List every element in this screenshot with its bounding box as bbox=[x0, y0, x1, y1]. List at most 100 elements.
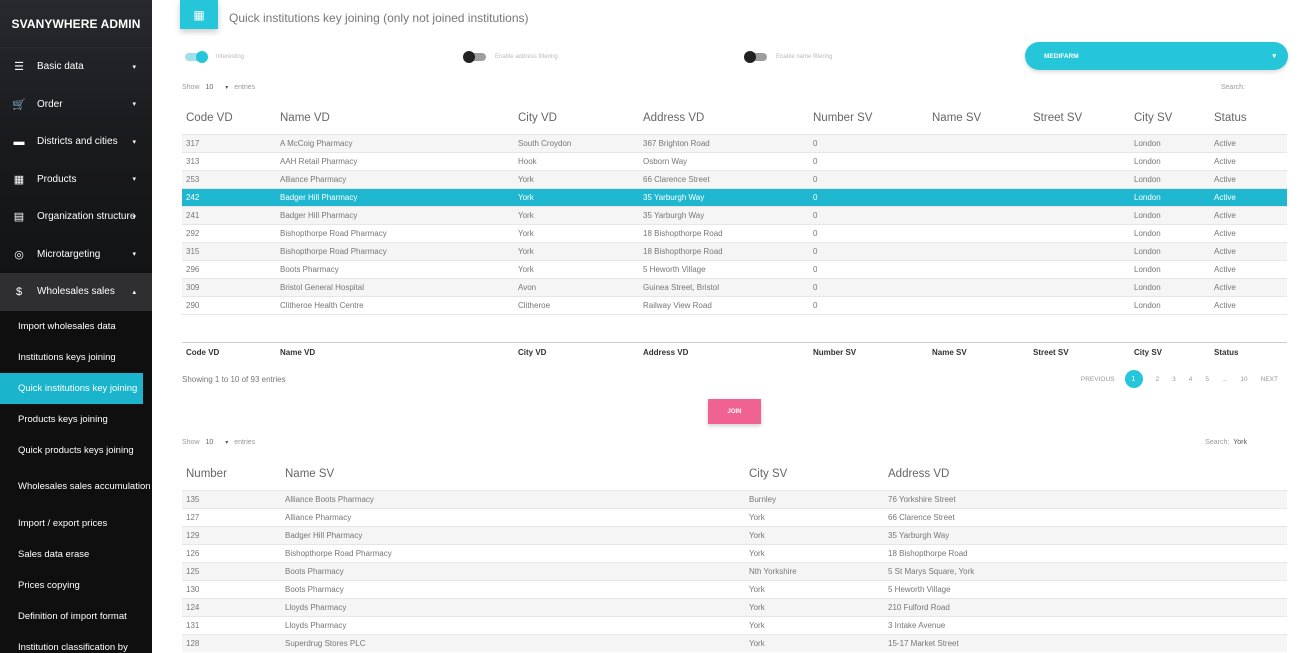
sidebar-item-products[interactable]: ▦ Products ▾ bbox=[0, 161, 152, 199]
table-row[interactable]: 315 Bishopthorpe Road Pharmacy York 18 Bish… bbox=[182, 241, 1287, 260]
brand-title[interactable]: SVANYWHERE ADMIN bbox=[0, 0, 152, 48]
sidebar-item-organization-structure[interactable]: ▤ Organization structure ▾ bbox=[0, 198, 152, 236]
table-row[interactable]: 127 Alliance Pharmacy York 66 Clarence Stre… bbox=[182, 507, 1287, 526]
toggle-label: Interesting bbox=[216, 54, 245, 60]
table-row[interactable]: 131 Lloyds Pharmacy York 3 Intake Avenue bbox=[182, 615, 1287, 634]
previous-button[interactable]: PREVIOUS bbox=[1080, 375, 1115, 383]
submenu-item[interactable]: Import / export prices bbox=[18, 517, 108, 529]
table-cell bbox=[928, 151, 1029, 170]
sidebar-item-districts-and-cities[interactable]: ▬ Districts and cities ▾ bbox=[0, 123, 152, 161]
submenu-item[interactable]: Import wholesales data bbox=[18, 320, 116, 332]
submenu-item[interactable]: Sales data erase bbox=[18, 548, 90, 560]
sidebar-item-microtargeting[interactable]: ◎ Microtargeting ▾ bbox=[0, 236, 152, 274]
sidebar-item-basic-data[interactable]: ☰ Basic data ▾ bbox=[0, 48, 152, 86]
table-cell: 66 Clarence Street bbox=[884, 507, 1287, 526]
table-row[interactable]: 130 Boots Pharmacy York 5 Heworth Village bbox=[182, 579, 1287, 598]
submenu-item[interactable]: Definition of import format bbox=[18, 610, 127, 622]
page-button[interactable]: 1 bbox=[1124, 370, 1143, 388]
table-cell: London bbox=[1130, 187, 1210, 206]
table-row[interactable]: 129 Badger Hill Pharmacy York 35 Yarburgh W… bbox=[182, 525, 1287, 544]
table-row[interactable]: 253 Alliance Pharmacy York 66 Clarence Stre… bbox=[182, 169, 1287, 188]
table-row[interactable]: 125 Boots Pharmacy Nth Yorkshire 5 St Marys… bbox=[182, 561, 1287, 580]
column-footer: Name SV bbox=[928, 341, 1029, 360]
page-button[interactable]: 5 bbox=[1205, 375, 1209, 383]
table-cell: Active bbox=[1210, 223, 1287, 242]
entries-length[interactable]: Show 10 ▾ entries bbox=[182, 84, 255, 91]
toggle-knob bbox=[196, 51, 208, 63]
institution-select[interactable]: MEDIFARM ▾ bbox=[1025, 42, 1288, 70]
column-header[interactable]: Status bbox=[1214, 111, 1247, 124]
pagination: PREVIOUS 1 2 3 4 5... 10 NEXT bbox=[1068, 370, 1278, 388]
column-header[interactable]: Address VD bbox=[643, 111, 705, 124]
table1-search[interactable]: Search: bbox=[1221, 84, 1247, 91]
chevron-down-icon: ▾ bbox=[132, 176, 136, 184]
table-cell: York bbox=[745, 633, 884, 652]
page-button[interactable]: 3 bbox=[1172, 375, 1176, 383]
toggle-row: Interesting Enable address filtering Ena… bbox=[152, 47, 1299, 69]
table-cell: Lloyds Pharmacy bbox=[281, 615, 745, 634]
join-button[interactable]: JOIN bbox=[708, 399, 761, 424]
toggle-address-filtering[interactable]: Enable address filtering bbox=[463, 51, 558, 63]
table-cell: York bbox=[514, 241, 639, 260]
entries-select[interactable]: 10 bbox=[205, 439, 214, 446]
table-cell bbox=[928, 277, 1029, 296]
chevron-down-icon: ▾ bbox=[132, 63, 136, 71]
toggle-name-filtering[interactable]: Enable name filtering bbox=[744, 51, 832, 63]
toggle-track bbox=[463, 51, 486, 63]
submenu-item[interactable]: Wholesales sales accumulation bbox=[18, 481, 151, 492]
column-header[interactable]: Name SV bbox=[285, 467, 335, 480]
column-header[interactable]: Name SV bbox=[932, 111, 982, 124]
table-cell bbox=[928, 241, 1029, 260]
table-row[interactable]: 124 Lloyds Pharmacy York 210 Fulford Road bbox=[182, 597, 1287, 616]
column-header[interactable]: Number SV bbox=[813, 111, 873, 124]
table-cell: 3 Intake Avenue bbox=[884, 615, 1287, 634]
page-button[interactable]: 4 bbox=[1188, 375, 1193, 383]
table-row[interactable]: 242 Badger Hill Pharmacy York 35 Yarburgh W… bbox=[182, 187, 1287, 206]
submenu-item[interactable]: Institutions keys joining bbox=[18, 351, 116, 363]
table-row[interactable]: 292 Bishopthorpe Road Pharmacy York 18 Bish… bbox=[182, 223, 1287, 242]
column-header[interactable]: City VD bbox=[518, 111, 557, 124]
table-row[interactable]: 126 Bishopthorpe Road Pharmacy York 18 Bish… bbox=[182, 543, 1287, 562]
table-cell: 35 Yarburgh Way bbox=[639, 205, 809, 224]
table-row[interactable]: 317 A McCoig Pharmacy South Croydon 367 Bri… bbox=[182, 133, 1287, 152]
submenu-item[interactable]: Quick institutions key joining bbox=[0, 372, 143, 404]
toggle-interesting[interactable]: Interesting bbox=[185, 51, 245, 63]
table-cell: Badger Hill Pharmacy bbox=[276, 205, 514, 224]
table-cell: 128 bbox=[182, 633, 281, 652]
table-cell bbox=[928, 295, 1029, 315]
entries-select[interactable]: 10 bbox=[205, 84, 214, 91]
submenu-item[interactable]: Institution classification by bbox=[18, 641, 128, 653]
target-icon: ◎ bbox=[14, 248, 24, 261]
column-header[interactable]: City SV bbox=[1134, 111, 1173, 124]
column-header[interactable]: Street SV bbox=[1033, 111, 1083, 124]
submenu-item[interactable]: Products keys joining bbox=[18, 413, 108, 425]
table-row[interactable]: 296 Boots Pharmacy York 5 Heworth Village 0 L… bbox=[182, 259, 1287, 278]
table-cell: 313 bbox=[182, 151, 276, 170]
column-header[interactable]: Name VD bbox=[280, 111, 330, 124]
next-button[interactable]: NEXT bbox=[1260, 375, 1278, 383]
table-cell: Bristol General Hospital bbox=[276, 277, 514, 296]
sidebar-item-wholesales-sales[interactable]: $ Wholesales sales ▴ bbox=[0, 273, 152, 311]
sidebar-item-order[interactable]: 🛒 Order ▾ bbox=[0, 86, 152, 124]
table-cell: 130 bbox=[182, 579, 281, 598]
page-button[interactable]: 10 bbox=[1240, 375, 1248, 383]
column-header[interactable]: City SV bbox=[749, 467, 788, 480]
page-button[interactable]: 2 bbox=[1155, 375, 1160, 383]
table-row[interactable]: 290 Clitheroe Health Centre Clitheroe Railw… bbox=[182, 295, 1287, 315]
table-row[interactable]: 135 Alliance Boots Pharmacy Burnley 76 York… bbox=[182, 489, 1287, 508]
search-input[interactable]: York bbox=[1233, 439, 1247, 446]
submenu-item[interactable]: Prices copying bbox=[18, 579, 80, 591]
table-cell bbox=[1029, 241, 1130, 260]
table-cell bbox=[1029, 295, 1130, 315]
table-row[interactable]: 313 AAH Retail Pharmacy Hook Osborn Way 0 Lon… bbox=[182, 151, 1287, 170]
table2-search[interactable]: Search: York bbox=[1205, 439, 1247, 446]
column-header[interactable]: Code VD bbox=[186, 111, 233, 124]
column-header[interactable]: Address VD bbox=[888, 467, 950, 480]
table-row[interactable]: 128 Superdrug Stores PLC York 15-17 Market … bbox=[182, 633, 1287, 652]
sv-institutions-table: Number Name SV City SV Address VD 135 Allian… bbox=[182, 458, 1287, 652]
entries-length[interactable]: Show 10 ▾ entries bbox=[182, 439, 255, 446]
column-header[interactable]: Number bbox=[186, 467, 227, 480]
submenu-item[interactable]: Quick products keys joining bbox=[18, 444, 134, 456]
table-row[interactable]: 241 Badger Hill Pharmacy York 35 Yarburgh W… bbox=[182, 205, 1287, 224]
table-row[interactable]: 309 Bristol General Hospital Avon Guinea St… bbox=[182, 277, 1287, 296]
